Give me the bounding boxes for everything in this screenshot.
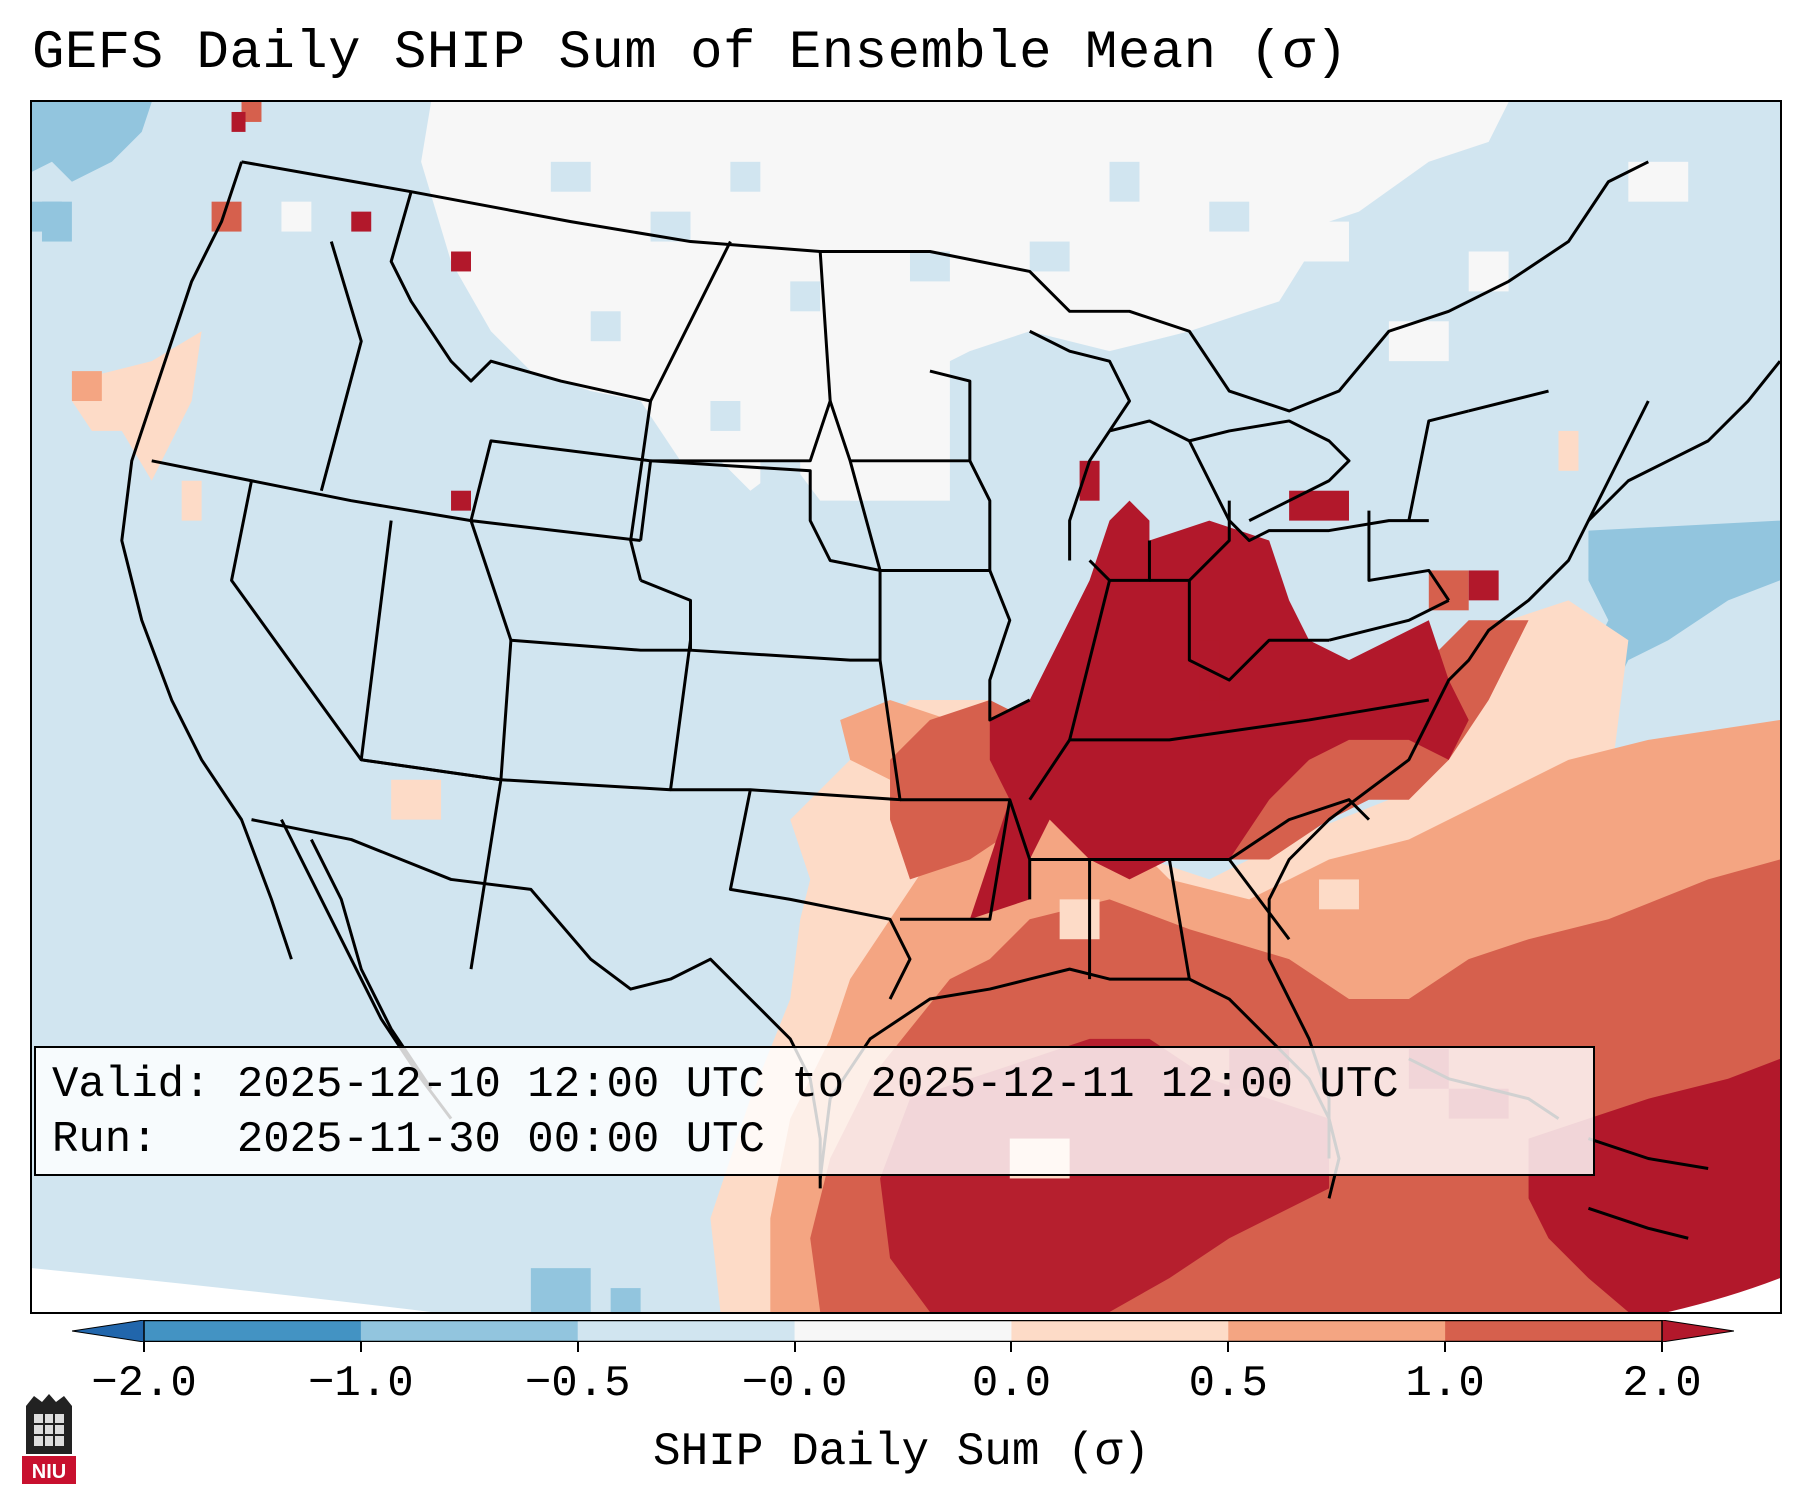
blue-speckle	[550, 161, 1250, 491]
colorbar-label: SHIP Daily Sum (σ)	[653, 1426, 1150, 1478]
colorbar-extend-low	[72, 1320, 145, 1342]
colorbar-tick-mark	[1661, 1342, 1663, 1352]
valid-run-info-box: Valid: 2025-12-10 12:00 UTC to 2025-12-1…	[34, 1046, 1595, 1176]
niu-logo-text: NIU	[32, 1461, 66, 1483]
valid-label: Valid:	[52, 1060, 211, 1110]
colorbar-tick-label: 0.5	[1188, 1359, 1268, 1409]
colorbar-tick-label: 0.0	[971, 1359, 1052, 1409]
colorbar-bin-7	[1445, 1320, 1663, 1342]
colorbar-bin-5	[1011, 1320, 1229, 1342]
colorbar-tick-mark	[359, 1342, 362, 1352]
colorbar-tick-mark	[576, 1342, 579, 1352]
colorbar-tick-label: 1.0	[1405, 1359, 1485, 1409]
colorbar-tick-mark	[1227, 1342, 1230, 1352]
colorbar-extend-high	[1661, 1320, 1734, 1342]
colorbar-outline	[143, 1320, 1663, 1342]
run-label: Run:	[52, 1115, 158, 1165]
colorbar-tick-label: −0.5	[524, 1359, 631, 1409]
colorbar-bin-1	[144, 1320, 362, 1342]
colorbar-tick-mark	[793, 1342, 796, 1352]
colorbar-bin-2	[360, 1320, 579, 1342]
colorbar-tick-label: −1.0	[308, 1359, 414, 1409]
neutral-field	[281, 102, 1689, 760]
colorbar-bin-3	[577, 1320, 796, 1342]
colorbar-bin-4	[794, 1320, 1012, 1342]
valid-range: 2025-12-10 12:00 UTC to 2025-12-11 12:00…	[236, 1060, 1399, 1110]
colorbar-bin-6	[1228, 1320, 1446, 1342]
colorbar-tick-mark	[1444, 1342, 1447, 1352]
colorbar	[72, 1320, 1734, 1342]
page-title: GEFS Daily SHIP Sum of Ensemble Mean (σ)	[32, 23, 1349, 84]
run-time: 2025-11-30 00:00 UTC	[236, 1115, 765, 1165]
niu-logo-icon: NIU	[22, 1394, 76, 1484]
colorbar-tick-label: 2.0	[1622, 1359, 1702, 1409]
colorbar-tick-mark	[143, 1342, 145, 1352]
colorbar-tick-label: −0.0	[741, 1359, 848, 1409]
negative-field	[32, 102, 1780, 1312]
colorbar-tick-mark	[1010, 1342, 1013, 1352]
colorbar-tick-label: −2.0	[91, 1359, 197, 1409]
